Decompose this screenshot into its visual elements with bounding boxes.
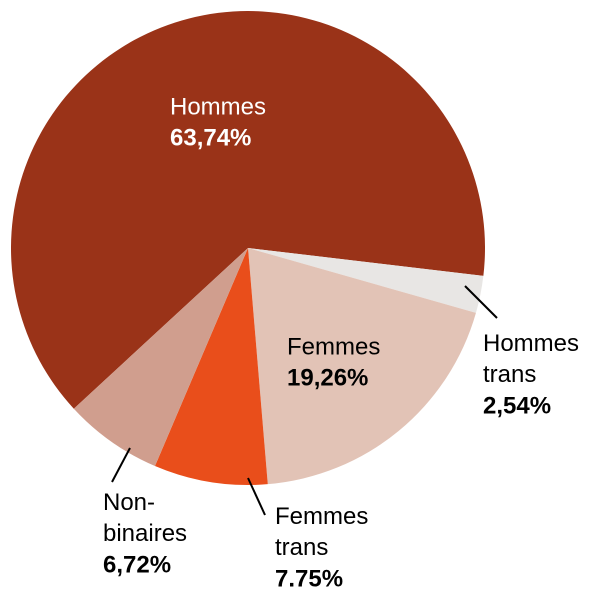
slice-label: Hommes: [170, 93, 266, 120]
slice-label: Femmes trans: [275, 503, 375, 561]
slice-label: Femmes: [287, 333, 380, 360]
pie-slice: [154, 248, 268, 485]
leader-line: [247, 477, 266, 516]
pie-slice: [248, 248, 484, 313]
slice-label: Hommes trans: [483, 330, 586, 388]
slice-value-label: 2,54%: [483, 392, 551, 419]
pie-slice: [11, 10, 486, 409]
slice-label: Non-binaires: [103, 489, 187, 547]
slice-value-label: 7.75%: [275, 565, 343, 590]
pie-slice: [248, 248, 476, 485]
leader-line: [111, 447, 131, 483]
pie-slice: [73, 248, 248, 466]
leader-line: [464, 285, 498, 319]
slice-value-label: 63,74%: [170, 124, 251, 151]
slice-value-label: 6,72%: [103, 551, 171, 578]
slice-value-label: 19,26%: [287, 364, 368, 391]
